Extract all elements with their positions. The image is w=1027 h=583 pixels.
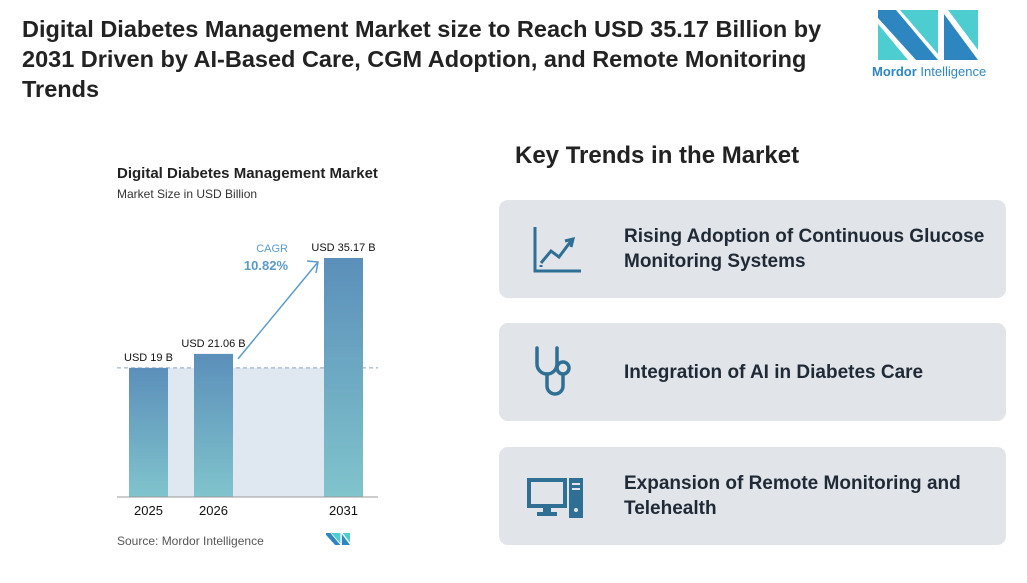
cagr-arrowhead (306, 260, 319, 274)
trend-label: Expansion of Remote Monitoring and Teleh… (624, 473, 961, 519)
bar-2031 (324, 258, 363, 497)
cagr-arrow (237, 261, 319, 360)
x-tick-label: 2031 (329, 503, 358, 518)
chart-subtitle: Market Size in USD Billion (117, 187, 258, 201)
data-label: USD 35.17 B (311, 242, 375, 254)
logo-text: Mordor Intelligence (872, 64, 987, 79)
trend-card-ai: Integration of AI in Diabetes Care (499, 323, 1006, 421)
trend-label: Rising Adoption of Continuous Glucose Mo… (624, 226, 985, 272)
trend-card-cgm: Rising Adoption of Continuous Glucose Mo… (499, 200, 1006, 298)
trends-heading: Key Trends in the Market (515, 142, 800, 169)
trend-label: Integration of AI in Diabetes Care (624, 361, 924, 383)
x-tick-label: 2026 (199, 503, 228, 518)
mordor-logo (878, 10, 978, 60)
market-chart: Digital Diabetes Management Market Marke… (100, 150, 400, 560)
trend-card-remote: Expansion of Remote Monitoring and Teleh… (499, 447, 1006, 545)
bar-2025 (129, 367, 168, 497)
data-label: USD 19 B (124, 352, 173, 364)
data-label: USD 21.06 B (181, 338, 245, 350)
page-title: Digital Diabetes Management Market size … (22, 16, 822, 102)
cagr-value: 10.82% (244, 258, 289, 273)
desktop-computer-icon (527, 478, 583, 518)
chart-title: Digital Diabetes Management Market (117, 165, 378, 182)
x-tick-label: 2025 (134, 503, 163, 518)
source-logo-icon (326, 533, 350, 545)
cagr-label: CAGR (256, 243, 288, 255)
chart-source: Source: Mordor Intelligence (117, 534, 264, 548)
stethoscope-icon (535, 346, 571, 396)
bar-2026 (194, 353, 233, 497)
chart-plot: USD 19 B 2025 USD 21.06 B 2026 USD 35.17 B 20… (117, 242, 378, 518)
line-chart-growth-icon (533, 227, 581, 273)
